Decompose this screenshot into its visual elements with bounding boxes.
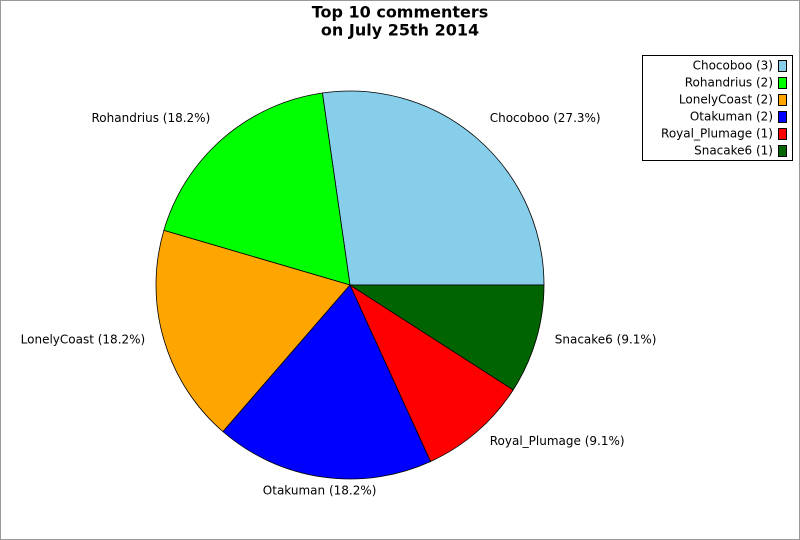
legend-swatch (778, 145, 787, 157)
pie-slice (163, 92, 351, 286)
legend-label: Chocoboo (3) (693, 59, 773, 73)
pie-slice (321, 90, 545, 286)
slice-label: Chocoboo (27.3%) (490, 111, 601, 125)
chart-title: Top 10 commenters (312, 3, 489, 22)
legend-label: Otakuman (2) (690, 110, 773, 124)
legend-swatch (778, 111, 787, 123)
legend-box (642, 55, 793, 161)
pie-slice (348, 284, 545, 391)
slice-label: Rohandrius (18.2%) (92, 111, 211, 125)
legend-label: LonelyCoast (2) (679, 93, 773, 107)
slice-label: Snacake6 (9.1%) (555, 333, 657, 347)
pie-slice (155, 229, 351, 433)
slice-label: Royal_Plumage (9.1%) (490, 434, 625, 448)
pie-slice (349, 283, 514, 462)
legend-swatch (778, 60, 787, 72)
slice-label: Otakuman (18.2%) (263, 484, 377, 498)
legend-label: Royal_Plumage (1) (661, 127, 773, 141)
legend-label: Rohandrius (2) (685, 76, 773, 90)
legend-swatch (778, 94, 787, 106)
chart-title: on July 25th 2014 (321, 21, 479, 40)
legend-swatch (778, 77, 787, 89)
pie-slice (222, 284, 432, 480)
slice-label: LonelyCoast (18.2%) (21, 333, 146, 347)
legend-swatch (778, 128, 787, 140)
legend-label: Snacake6 (1) (694, 144, 773, 158)
